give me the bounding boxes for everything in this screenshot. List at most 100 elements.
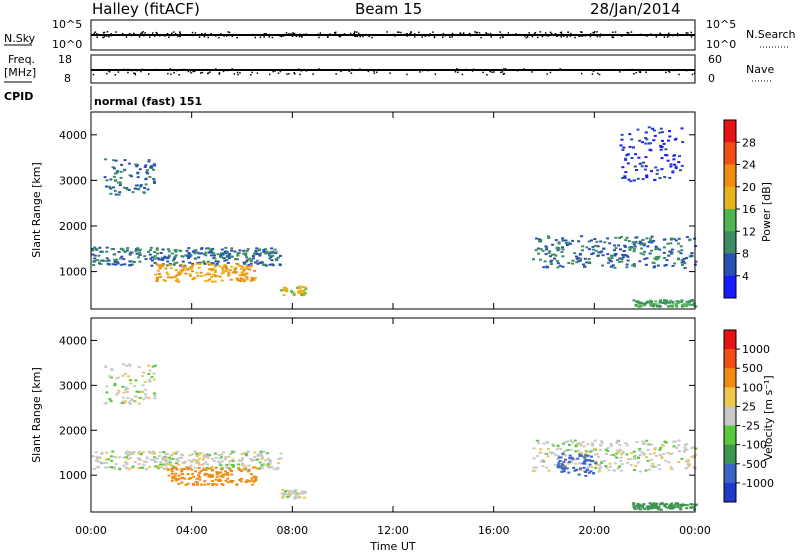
data-cell xyxy=(601,254,605,257)
power-colorbar-label: Power [dB] xyxy=(760,182,773,242)
data-cell xyxy=(174,254,178,257)
data-cell xyxy=(633,507,637,510)
cpid-value: normal (fast) 151 xyxy=(94,95,202,108)
data-cell xyxy=(130,453,133,456)
trace-point xyxy=(413,36,416,38)
data-cell xyxy=(174,479,178,482)
data-cell xyxy=(236,279,240,281)
data-cell xyxy=(184,254,188,257)
trace-point xyxy=(591,73,594,75)
trace-point xyxy=(581,31,583,33)
data-cell xyxy=(221,266,225,268)
data-cell xyxy=(178,249,182,252)
data-cell xyxy=(230,470,234,473)
data-cell xyxy=(575,443,579,445)
data-cell xyxy=(200,275,204,278)
data-cell xyxy=(610,254,614,257)
data-cell xyxy=(595,463,599,466)
trace-point xyxy=(482,71,484,74)
data-cell xyxy=(679,252,683,255)
data-cell xyxy=(658,248,662,251)
data-cell xyxy=(624,171,628,174)
data-cell xyxy=(208,267,212,270)
trace-point xyxy=(424,35,427,37)
data-cell xyxy=(678,507,682,510)
data-cell xyxy=(193,466,197,469)
data-cell xyxy=(189,254,193,257)
trace-point xyxy=(487,33,489,35)
data-cell xyxy=(227,273,231,276)
trace-point xyxy=(176,69,178,72)
data-cell xyxy=(156,465,160,467)
data-cell xyxy=(221,451,225,454)
xtick-label: 16:00 xyxy=(478,524,510,537)
data-cell xyxy=(645,257,649,260)
data-cell xyxy=(611,453,615,456)
data-cell xyxy=(196,274,200,277)
trace-point xyxy=(398,31,400,33)
data-cell xyxy=(225,255,229,258)
data-cell xyxy=(201,458,205,461)
data-cell xyxy=(616,440,620,443)
nsearch-tick-low: 10^0 xyxy=(706,38,736,51)
data-cell xyxy=(175,462,178,465)
trace-point xyxy=(297,68,300,70)
data-cell xyxy=(144,258,148,261)
trace-point xyxy=(415,34,417,36)
data-cell xyxy=(226,251,230,254)
data-cell xyxy=(109,178,113,181)
data-cell xyxy=(151,365,155,368)
colorbar-swatch xyxy=(724,186,736,210)
data-cell xyxy=(214,466,218,469)
data-cell xyxy=(564,458,567,461)
data-cell xyxy=(224,470,227,473)
data-cell xyxy=(190,468,194,471)
data-cell xyxy=(202,462,206,465)
trace-point xyxy=(236,36,238,39)
data-cell xyxy=(240,265,244,268)
data-cell xyxy=(614,252,618,255)
data-cell xyxy=(676,506,680,509)
data-cell xyxy=(153,255,157,258)
data-cell xyxy=(293,497,297,500)
trace-point xyxy=(226,35,228,37)
data-cell xyxy=(123,251,127,253)
data-cell xyxy=(160,259,164,261)
data-cell xyxy=(234,266,238,269)
data-cell xyxy=(241,462,245,465)
data-cell xyxy=(129,175,133,178)
data-cell xyxy=(117,193,121,196)
data-cell xyxy=(120,402,124,404)
trace-point xyxy=(367,70,369,73)
data-cell xyxy=(559,465,563,468)
data-cell xyxy=(224,270,228,272)
data-cell xyxy=(583,462,587,465)
data-cell xyxy=(658,454,662,456)
data-cell xyxy=(600,461,604,464)
data-cell xyxy=(209,475,213,478)
data-cell xyxy=(548,255,552,258)
data-cell xyxy=(165,456,168,459)
data-cell xyxy=(253,269,257,272)
data-cell xyxy=(116,170,119,173)
data-cell xyxy=(297,496,301,499)
data-cell xyxy=(260,464,264,467)
data-cell xyxy=(104,365,108,368)
trace-point xyxy=(183,34,185,36)
data-cell xyxy=(244,481,248,484)
trace-point xyxy=(115,31,117,33)
trace-point xyxy=(231,35,233,38)
nsky-panel: N.Sky 10^5 10^0 10^5 10^0 N.Search xyxy=(4,18,796,51)
data-cell xyxy=(122,363,126,366)
data-cell xyxy=(646,245,650,248)
data-cell xyxy=(669,163,673,166)
data-cell xyxy=(247,469,251,472)
data-cell xyxy=(163,256,167,259)
data-cell xyxy=(219,456,223,459)
data-cell xyxy=(690,255,694,258)
data-cell xyxy=(195,459,199,462)
data-cell xyxy=(547,469,551,472)
data-cell xyxy=(602,460,606,462)
data-cell xyxy=(107,466,111,469)
data-cell xyxy=(166,276,170,279)
